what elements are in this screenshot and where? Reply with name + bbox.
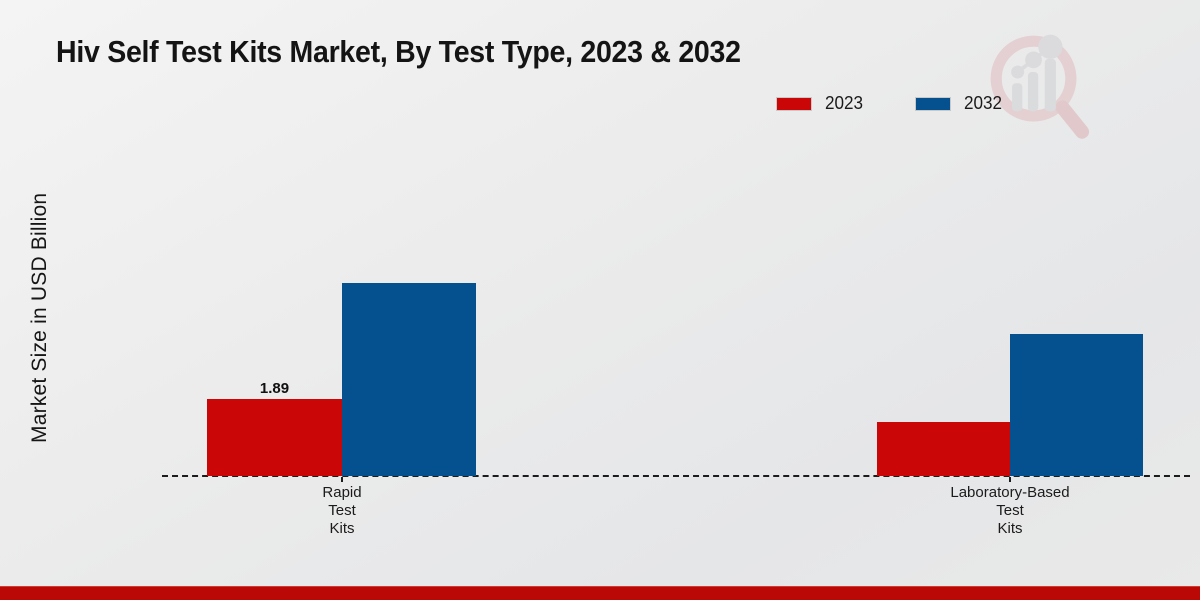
x-tick-laboratory-based-test-kits bbox=[1009, 477, 1011, 482]
x-axis-baseline bbox=[162, 475, 1190, 477]
chart-title: Hiv Self Test Kits Market, By Test Type,… bbox=[56, 34, 741, 69]
bar-2023-laboratory-based-test-kits bbox=[877, 422, 1010, 476]
category-label-rapid-test-kits: Rapid Test Kits bbox=[322, 484, 362, 537]
bar-2032-laboratory-based-test-kits bbox=[1010, 334, 1143, 476]
bar-2032-rapid-test-kits bbox=[342, 283, 476, 476]
legend-swatch-2032 bbox=[915, 96, 952, 111]
legend-item-2023: 2023 bbox=[776, 93, 865, 114]
legend: 2023 2032 bbox=[776, 93, 1004, 114]
legend-label-2023: 2023 bbox=[825, 93, 864, 113]
bar-value-label: 1.89 bbox=[259, 380, 290, 397]
legend-swatch-2023 bbox=[776, 96, 812, 111]
mrfr-logo-watermark-icon bbox=[990, 34, 1090, 139]
bar-2023-rapid-test-kits bbox=[207, 399, 342, 476]
legend-item-2032: 2032 bbox=[915, 93, 1004, 114]
bottom-accent-bar bbox=[0, 586, 1200, 600]
category-label-laboratory-based-test-kits: Laboratory-Based Test Kits bbox=[950, 484, 1070, 537]
x-tick-rapid-test-kits bbox=[341, 477, 343, 482]
legend-label-2032: 2032 bbox=[964, 93, 1003, 113]
